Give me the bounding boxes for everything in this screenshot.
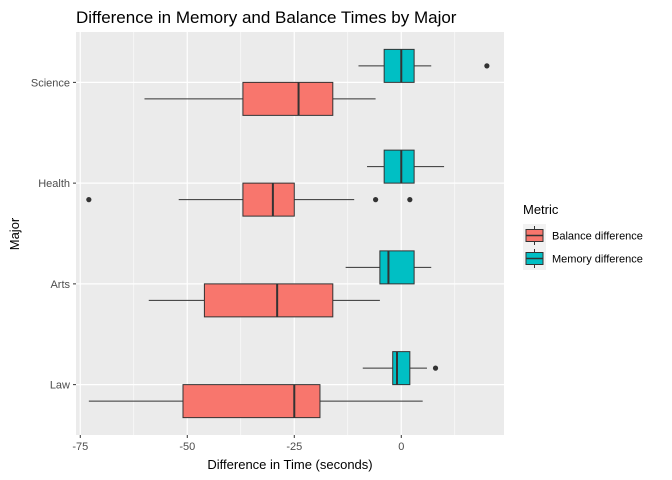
x-tick-label: -50 xyxy=(179,441,195,453)
legend-label: Memory difference xyxy=(552,254,643,266)
box-health-memory xyxy=(367,149,445,184)
legend-label: Balance difference xyxy=(552,231,643,243)
box-law-memory xyxy=(362,351,439,386)
chart-title: Difference in Memory and Balance Times b… xyxy=(76,8,457,27)
x-axis-ticks: -75 -50 -25 0 xyxy=(72,435,404,453)
legend-key xyxy=(523,247,546,270)
box-iqr xyxy=(392,351,411,386)
y-tick-label: Law xyxy=(50,380,70,392)
outlier-point xyxy=(432,365,439,371)
box-arts-balance xyxy=(148,283,380,318)
y-tick-label: Health xyxy=(38,178,70,190)
x-tick-label: -75 xyxy=(72,441,88,453)
box-arts-memory xyxy=(345,250,432,285)
box-iqr xyxy=(242,182,295,217)
x-tick-label: -25 xyxy=(286,441,302,453)
y-axis-ticks: Law Arts Health Science xyxy=(31,77,76,392)
y-axis-title: Major xyxy=(7,217,22,250)
box-iqr xyxy=(182,384,321,419)
box-health-balance xyxy=(86,182,413,217)
box-iqr xyxy=(379,250,415,285)
legend-title: Metric xyxy=(523,202,559,217)
outlier-point xyxy=(407,197,413,203)
box-science-memory xyxy=(358,48,490,83)
box-iqr xyxy=(383,48,415,83)
legend: Metric Balance difference Memory differen… xyxy=(523,202,643,270)
x-axis-title: Difference in Time (seconds) xyxy=(207,457,372,472)
box-science-balance xyxy=(144,81,376,116)
box-iqr xyxy=(203,283,334,318)
box-law-balance xyxy=(88,384,423,419)
box-iqr xyxy=(383,149,415,184)
y-tick-label: Arts xyxy=(50,279,70,291)
box-iqr xyxy=(242,81,334,116)
box-marks xyxy=(86,48,490,419)
outlier-point xyxy=(484,63,490,69)
x-tick-label: 0 xyxy=(398,441,404,453)
outlier-point xyxy=(373,197,379,203)
outlier-point xyxy=(86,197,92,203)
y-tick-label: Science xyxy=(31,77,70,89)
legend-key xyxy=(523,224,546,247)
